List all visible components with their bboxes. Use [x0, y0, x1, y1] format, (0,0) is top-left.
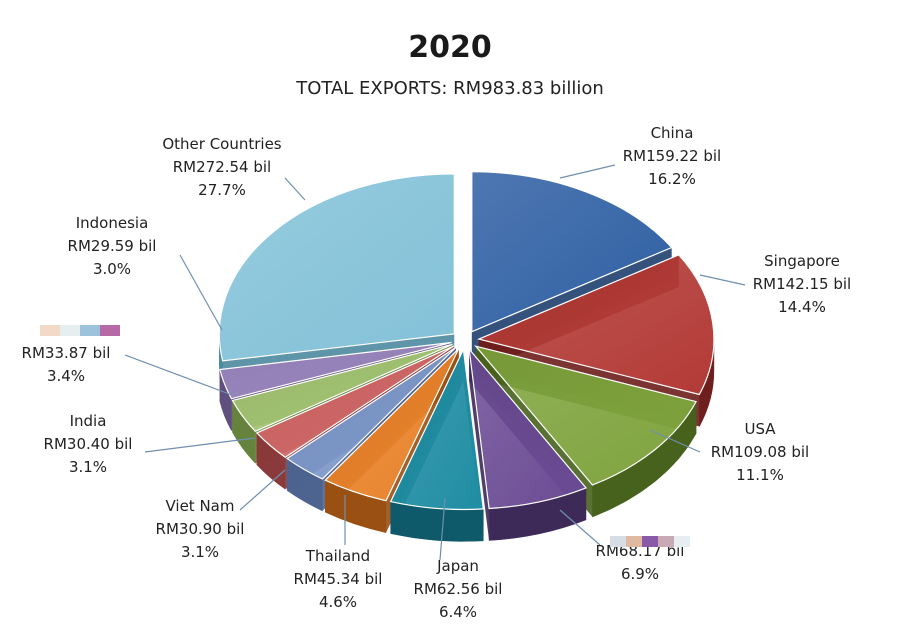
slice-value: RM62.56 bil	[413, 580, 503, 598]
chart-subtitle: TOTAL EXPORTS: RM983.83 billion	[296, 78, 604, 99]
leader-line	[179, 254, 223, 331]
slice-name: Other Countries	[162, 135, 282, 153]
slice-value: RM142.15 bil	[752, 275, 852, 293]
slice-name: Indonesia	[75, 214, 149, 232]
slice-percent: 4.6%	[318, 593, 358, 611]
leader-line	[649, 429, 701, 453]
slice-label: India RM30.40 bil 3.1%	[18, 410, 158, 479]
slice-percent: 3.1%	[180, 543, 220, 561]
slice-label: Singapore RM142.15 bil 14.4%	[732, 250, 872, 319]
slice-percent: 14.4%	[778, 298, 826, 316]
leader-line	[239, 469, 286, 511]
slice-name: Singapore	[764, 252, 840, 270]
leader-line	[284, 177, 306, 201]
slice-value: RM272.54 bil	[172, 158, 272, 176]
slice-label: China RM159.22 bil 16.2%	[602, 122, 742, 191]
slice-label: RM33.87 bil 3.4%	[0, 342, 136, 388]
slice-percent: 3.1%	[68, 458, 108, 476]
slice-value: RM159.22 bil	[622, 147, 722, 165]
slice-percent: 6.9%	[620, 565, 660, 583]
slice-percent: 11.1%	[736, 466, 784, 484]
slice-label: USA RM109.08 bil 11.1%	[690, 418, 830, 487]
redacted-label-b	[40, 325, 120, 336]
leader-line	[559, 509, 601, 546]
leader-line	[559, 164, 616, 179]
leader-line	[124, 354, 233, 396]
slice-label: Thailand RM45.34 bil 4.6%	[268, 545, 408, 614]
pie-slice-unlabeled-3	[468, 347, 587, 541]
slice-name: Japan	[437, 557, 479, 575]
slice-percent: 27.7%	[198, 181, 246, 199]
slice-percent: 6.4%	[438, 603, 478, 621]
slice-name: India	[69, 412, 107, 430]
slice-label: Other Countries RM272.54 bil 27.7%	[152, 133, 292, 202]
leader-line	[439, 497, 446, 561]
leader-line	[144, 437, 256, 453]
slice-percent: 3.0%	[92, 260, 132, 278]
slice-label: Japan RM62.56 bil 6.4%	[388, 555, 528, 624]
slice-name: Viet Nam	[165, 497, 235, 515]
leader-line	[699, 274, 746, 286]
pie-slice-japan	[389, 347, 484, 542]
slice-value: RM29.59 bil	[67, 237, 157, 255]
chart-title: 2020	[408, 30, 492, 65]
slice-value: RM30.90 bil	[155, 520, 245, 538]
slice-label: Indonesia RM29.59 bil 3.0%	[42, 212, 182, 281]
slice-value: RM45.34 bil	[293, 570, 383, 588]
slice-name: Thailand	[305, 547, 371, 565]
slice-value: RM109.08 bil	[710, 443, 810, 461]
slice-percent: 16.2%	[648, 170, 696, 188]
redacted-label-a	[610, 536, 690, 547]
slice-name: USA	[744, 420, 776, 438]
slice-value: RM33.87 bil	[21, 344, 111, 362]
slice-label: Viet Nam RM30.90 bil 3.1%	[130, 495, 270, 564]
slice-value: RM30.40 bil	[43, 435, 133, 453]
slice-percent: 3.4%	[46, 367, 86, 385]
slice-name: China	[650, 124, 694, 142]
